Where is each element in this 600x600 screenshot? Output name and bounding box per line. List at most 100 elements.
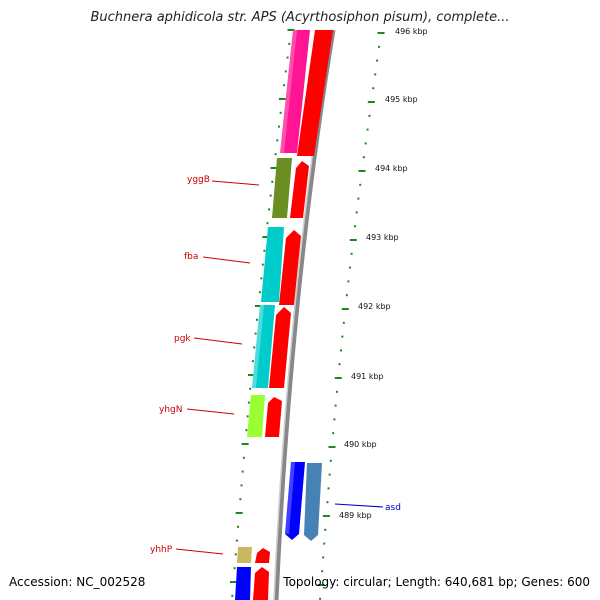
tick-label-group: 496 kbp 495 kbp 494 kbp 493 kbp 492 kbp … (339, 27, 428, 520)
tick-minor (333, 418, 336, 421)
tick-minor (235, 539, 238, 542)
tick-minor (245, 429, 248, 432)
tick-minor (246, 415, 249, 418)
tick-minor (271, 180, 274, 183)
tick-minor (368, 114, 371, 117)
gene-arrow-top[interactable] (297, 30, 333, 156)
tick-minor (350, 252, 353, 255)
gene-feature-bottom-blue[interactable] (235, 567, 251, 600)
gene-arrow-pgk[interactable] (269, 307, 291, 388)
tick-major (235, 512, 243, 514)
tick-minor (239, 498, 242, 501)
tick-minor (231, 594, 234, 597)
tick-minor (249, 387, 252, 390)
gene-feature-asd-steel[interactable] (304, 463, 322, 541)
tick-minor (366, 128, 369, 131)
tick-minor (274, 153, 277, 156)
gene-label-yhgN[interactable]: yhgN (159, 405, 182, 415)
tick-major (270, 167, 278, 169)
gene-label-pgk[interactable]: pgk (174, 334, 191, 344)
tick-major (358, 170, 366, 172)
gene-label-group: yggB fba pgk yhgN asd yhhP (150, 175, 401, 555)
gene-label-yhhP[interactable]: yhhP (150, 545, 173, 555)
tick-minor (376, 59, 379, 62)
tick-minor (288, 42, 291, 45)
tick-minor (247, 401, 250, 404)
gene-feature-asd-blue[interactable] (285, 462, 305, 540)
tick-minor (342, 321, 345, 324)
tick-minor (353, 225, 356, 228)
tick-major (328, 446, 336, 448)
gene-arrow-yggB[interactable] (290, 161, 309, 218)
tick-major (241, 443, 249, 445)
tick-label-495: 495 kbp (385, 95, 418, 104)
tick-minor (261, 263, 264, 266)
gene-feature-yggB[interactable] (272, 158, 292, 218)
gene-label-asd[interactable]: asd (385, 503, 401, 513)
gene-feature-top-pink[interactable] (280, 30, 310, 153)
tick-minor (276, 139, 279, 142)
tick-minor (327, 487, 330, 490)
tick-minor (335, 390, 338, 393)
tick-minor (341, 335, 344, 338)
gene-feature-pgk[interactable] (252, 305, 275, 388)
tick-label-490: 490 kbp (344, 440, 377, 449)
tick-minor (263, 249, 266, 252)
tick-minor (233, 567, 236, 570)
tick-minor (256, 318, 259, 321)
gene-feature-yhhP[interactable] (237, 547, 252, 563)
tick-minor (240, 484, 243, 487)
tick-minor (241, 470, 244, 473)
tick-ring-outer (317, 32, 385, 600)
tick-major (278, 98, 286, 100)
tick-major (229, 581, 237, 583)
tick-minor (362, 156, 365, 159)
tick-minor (269, 194, 272, 197)
tick-minor (345, 294, 348, 297)
tick-major (262, 236, 270, 238)
tick-major (367, 101, 375, 103)
tick-minor (242, 456, 245, 459)
tick-minor (323, 542, 326, 545)
map-title: Buchnera aphidicola str. APS (Acyrthosip… (90, 10, 510, 25)
tick-major (287, 29, 295, 31)
tick-minor (283, 84, 286, 87)
tick-minor (334, 404, 337, 407)
tick-major (349, 239, 357, 241)
tick-minor (338, 363, 341, 366)
tick-minor (286, 56, 289, 59)
gene-arrow-yhhP[interactable] (255, 548, 270, 563)
gene-feature-fba[interactable] (261, 227, 284, 302)
gene-arrow-yhgN[interactable] (265, 397, 282, 437)
gene-label-yggB[interactable]: yggB (187, 175, 210, 185)
feature-track-plus (253, 30, 333, 600)
tick-minor (374, 73, 377, 76)
tick-minor (324, 528, 327, 531)
tick-minor (258, 291, 261, 294)
tick-minor (332, 432, 335, 435)
tick-minor (284, 70, 287, 73)
gene-feature-yhgN[interactable] (247, 395, 265, 437)
tick-ring-inner (229, 29, 295, 597)
gene-label-fba[interactable]: fba (184, 252, 198, 262)
tick-label-494: 494 kbp (375, 164, 408, 173)
tick-major (341, 308, 349, 310)
tick-major (317, 584, 325, 586)
tick-minor (268, 208, 271, 211)
tick-minor (328, 473, 331, 476)
tick-major (254, 305, 262, 307)
tick-minor (260, 277, 263, 280)
tick-minor (266, 222, 269, 225)
tick-minor (237, 525, 240, 528)
tick-minor (359, 183, 362, 186)
gene-arrow-bottom[interactable] (253, 567, 269, 600)
tick-label-491: 491 kbp (351, 372, 384, 381)
feature-track-cog-minus (235, 30, 310, 600)
tick-minor (253, 346, 256, 349)
gene-arrow-fba[interactable] (279, 230, 301, 305)
tick-major (377, 32, 385, 34)
tick-minor (372, 87, 375, 90)
tick-minor (277, 125, 280, 128)
tick-minor (355, 211, 358, 214)
